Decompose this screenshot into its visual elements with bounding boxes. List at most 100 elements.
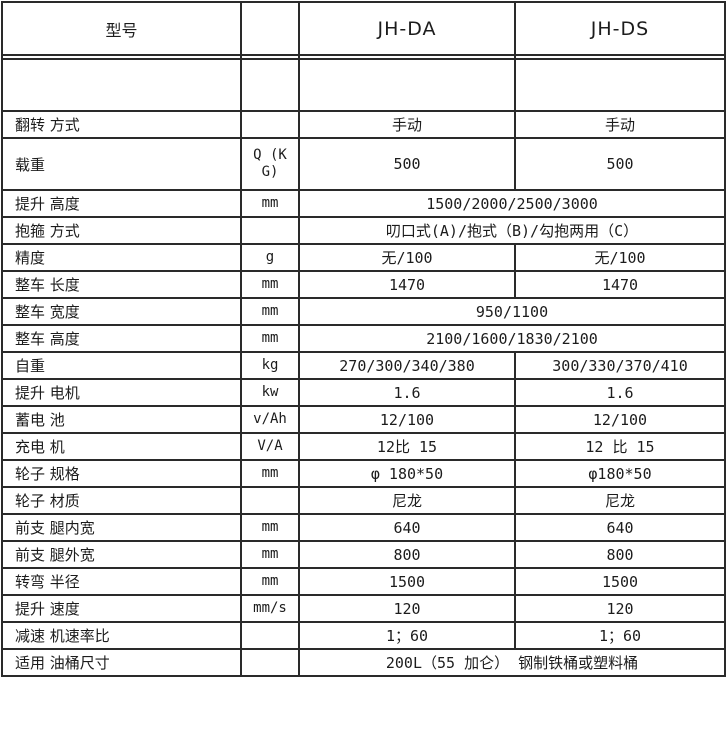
unit-cell: mm xyxy=(240,540,300,569)
unit-cell: g xyxy=(240,243,300,272)
spec-label-cell: 轮子 规格 xyxy=(1,459,242,488)
spec-label-cell xyxy=(1,54,242,60)
spec-row xyxy=(1,58,726,112)
value-cell-jh-ds: 1500 xyxy=(514,567,726,596)
value-cell-jh-ds: 1470 xyxy=(514,270,726,299)
spec-label-cell: 抱箍 方式 xyxy=(1,216,242,245)
header-row: 型号 JH-DA JH-DS xyxy=(1,1,726,56)
spec-row: 轮子 材质 尼龙 尼龙 xyxy=(1,486,726,515)
value-cell-merged: 1500/2000/2500/3000 xyxy=(298,189,726,218)
value-cell-jh-ds: 640 xyxy=(514,513,726,542)
value-cell-jh-da: 无/100 xyxy=(298,243,516,272)
spec-label-cell: 翻转 方式 xyxy=(1,110,242,139)
spec-label-cell: 适用 油桶尺寸 xyxy=(1,648,242,677)
spec-label-cell: 整车 高度 xyxy=(1,324,242,353)
unit-cell xyxy=(240,58,300,112)
spec-row xyxy=(1,54,726,60)
value-cell-jh-ds: 1；60 xyxy=(514,621,726,650)
value-cell-jh-da: 1.6 xyxy=(298,378,516,407)
spec-row: 抱箍 方式 叨口式(A)/抱式（B)/勾抱两用（C） xyxy=(1,216,726,245)
spec-row: 减速 机速率比 1；60 1；60 xyxy=(1,621,726,650)
spec-label-cell: 减速 机速率比 xyxy=(1,621,242,650)
value-cell-jh-da: 1500 xyxy=(298,567,516,596)
spec-label-cell xyxy=(1,58,242,112)
spec-row: 整车 高度 mm 2100/1600/1830/2100 xyxy=(1,324,726,353)
value-cell-jh-da: 1；60 xyxy=(298,621,516,650)
model-label: 型号 xyxy=(1,1,242,56)
value-cell-jh-da xyxy=(298,58,516,112)
spec-row: 前支 腿外宽 mm 800 800 xyxy=(1,540,726,569)
column-header-jh-ds: JH-DS xyxy=(514,1,726,56)
spec-table: 型号 JH-DA JH-DS 翻转 方式 手动 手动 载重 Q (KG) 500 500 提升… xyxy=(1,1,726,677)
spec-label-cell: 前支 腿内宽 xyxy=(1,513,242,542)
spec-row: 载重 Q (KG) 500 500 xyxy=(1,137,726,191)
unit-cell: Q (KG) xyxy=(240,137,300,191)
unit-column-header xyxy=(240,1,300,56)
spec-label-cell: 前支 腿外宽 xyxy=(1,540,242,569)
value-cell-jh-da: 120 xyxy=(298,594,516,623)
spec-row: 整车 长度 mm 1470 1470 xyxy=(1,270,726,299)
value-cell-jh-da: 1470 xyxy=(298,270,516,299)
value-cell-jh-ds: 12 比 15 xyxy=(514,432,726,461)
spec-row: 自重 kg 270/300/340/380 300/330/370/410 xyxy=(1,351,726,380)
spec-row: 前支 腿内宽 mm 640 640 xyxy=(1,513,726,542)
spec-table-body: 翻转 方式 手动 手动 载重 Q (KG) 500 500 提升 高度 mm 1500/2000/… xyxy=(1,54,726,677)
spec-row: 整车 宽度 mm 950/1100 xyxy=(1,297,726,326)
value-cell-jh-da: 500 xyxy=(298,137,516,191)
value-cell-jh-ds xyxy=(514,54,726,60)
unit-cell: mm xyxy=(240,324,300,353)
spec-row: 精度 g 无/100 无/100 xyxy=(1,243,726,272)
value-cell-jh-ds: 手动 xyxy=(514,110,726,139)
value-cell-jh-da: 手动 xyxy=(298,110,516,139)
unit-cell: V/A xyxy=(240,432,300,461)
unit-cell: mm xyxy=(240,567,300,596)
value-cell-jh-da: 270/300/340/380 xyxy=(298,351,516,380)
value-cell-jh-da xyxy=(298,54,516,60)
spec-row: 轮子 规格 mm φ 180*50 φ180*50 xyxy=(1,459,726,488)
value-cell-jh-da: 800 xyxy=(298,540,516,569)
spec-label-cell: 整车 长度 xyxy=(1,270,242,299)
spec-label-cell: 蓄电 池 xyxy=(1,405,242,434)
value-cell-jh-ds: φ180*50 xyxy=(514,459,726,488)
spec-row: 提升 速度 mm/s 120 120 xyxy=(1,594,726,623)
value-cell-merged: 2100/1600/1830/2100 xyxy=(298,324,726,353)
value-cell-jh-da: 12比 15 xyxy=(298,432,516,461)
spec-row: 转弯 半径 mm 1500 1500 xyxy=(1,567,726,596)
spec-label-cell: 精度 xyxy=(1,243,242,272)
value-cell-jh-da: 尼龙 xyxy=(298,486,516,515)
value-cell-jh-da: 640 xyxy=(298,513,516,542)
value-cell-jh-ds: 800 xyxy=(514,540,726,569)
spec-row: 充电 机 V/A 12比 15 12 比 15 xyxy=(1,432,726,461)
value-cell-jh-ds xyxy=(514,58,726,112)
unit-cell xyxy=(240,110,300,139)
spec-row: 提升 电机 kw 1.6 1.6 xyxy=(1,378,726,407)
value-cell-jh-da: 12/100 xyxy=(298,405,516,434)
value-cell-jh-ds: 120 xyxy=(514,594,726,623)
spec-label-cell: 自重 xyxy=(1,351,242,380)
unit-cell xyxy=(240,648,300,677)
value-cell-merged: 叨口式(A)/抱式（B)/勾抱两用（C） xyxy=(298,216,726,245)
unit-cell: v/Ah xyxy=(240,405,300,434)
spec-label-cell: 提升 电机 xyxy=(1,378,242,407)
spec-label-cell: 整车 宽度 xyxy=(1,297,242,326)
value-cell-jh-ds: 500 xyxy=(514,137,726,191)
unit-cell xyxy=(240,621,300,650)
spec-row: 适用 油桶尺寸 200L（55 加仑） 钢制铁桶或塑料桶 xyxy=(1,648,726,677)
unit-cell: mm xyxy=(240,513,300,542)
column-header-jh-da: JH-DA xyxy=(298,1,516,56)
spec-label-cell: 载重 xyxy=(1,137,242,191)
spec-label-cell: 充电 机 xyxy=(1,432,242,461)
spec-label-cell: 提升 速度 xyxy=(1,594,242,623)
value-cell-jh-ds: 12/100 xyxy=(514,405,726,434)
value-cell-merged: 950/1100 xyxy=(298,297,726,326)
spec-label-cell: 提升 高度 xyxy=(1,189,242,218)
value-cell-jh-ds: 无/100 xyxy=(514,243,726,272)
value-cell-merged: 200L（55 加仑） 钢制铁桶或塑料桶 xyxy=(298,648,726,677)
unit-cell xyxy=(240,54,300,60)
spec-row: 提升 高度 mm 1500/2000/2500/3000 xyxy=(1,189,726,218)
value-cell-jh-ds: 1.6 xyxy=(514,378,726,407)
value-cell-jh-da: φ 180*50 xyxy=(298,459,516,488)
unit-cell xyxy=(240,216,300,245)
spec-label-cell: 轮子 材质 xyxy=(1,486,242,515)
unit-cell: mm/s xyxy=(240,594,300,623)
